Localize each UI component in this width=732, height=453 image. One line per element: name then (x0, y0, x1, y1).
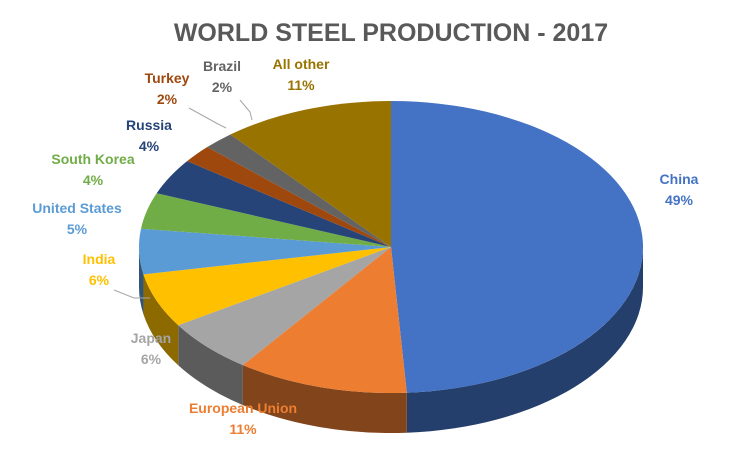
slice-turkey (187, 147, 391, 247)
label-russia: Russia (126, 117, 172, 133)
chart-title: WORLD STEEL PRODUCTION - 2017 (174, 19, 608, 47)
label-india: India (83, 251, 116, 267)
label-japan: Japan (131, 330, 171, 346)
label-united-states: United States (32, 200, 122, 216)
label-european-union: European Union (189, 400, 297, 416)
slice-european-union (242, 247, 407, 393)
value-united-states: 5% (67, 221, 88, 237)
value-european-union: 11% (229, 421, 257, 437)
value-japan: 6% (141, 351, 162, 367)
label-all-other: All other (273, 56, 330, 72)
label-south-korea: South Korea (51, 151, 134, 167)
pie-slices (138, 100, 644, 393)
slice-russia (156, 161, 391, 247)
slice-side-india (143, 274, 179, 366)
value-turkey: 2% (157, 91, 178, 107)
value-russia: 4% (139, 138, 160, 154)
slice-south-korea (140, 193, 391, 247)
label-brazil: Brazil (203, 58, 241, 74)
slice-japan (178, 247, 391, 366)
value-brazil: 2% (212, 79, 233, 95)
value-all-other: 11% (287, 77, 315, 93)
slice-brazil (207, 134, 391, 247)
label-turkey: Turkey (145, 70, 190, 86)
data-labels: China 49% European Union 11% Japan 6% India 6% U… (32, 56, 698, 437)
value-south-korea: 4% (83, 172, 104, 188)
value-china: 49% (665, 192, 694, 208)
value-india: 6% (89, 272, 110, 288)
slice-china (391, 100, 644, 393)
label-china: China (660, 171, 699, 187)
slice-all-other (230, 101, 391, 247)
leader-lines (113, 99, 253, 299)
slice-side-japan (178, 325, 243, 406)
slice-india (143, 247, 391, 326)
leader-line-turkey (188, 107, 227, 129)
slice-side-china (406, 247, 643, 433)
slice-side-european-union (242, 365, 407, 433)
leader-line-india (113, 289, 150, 299)
slice-united-states (138, 228, 391, 275)
leader-line-brazil (239, 99, 253, 121)
